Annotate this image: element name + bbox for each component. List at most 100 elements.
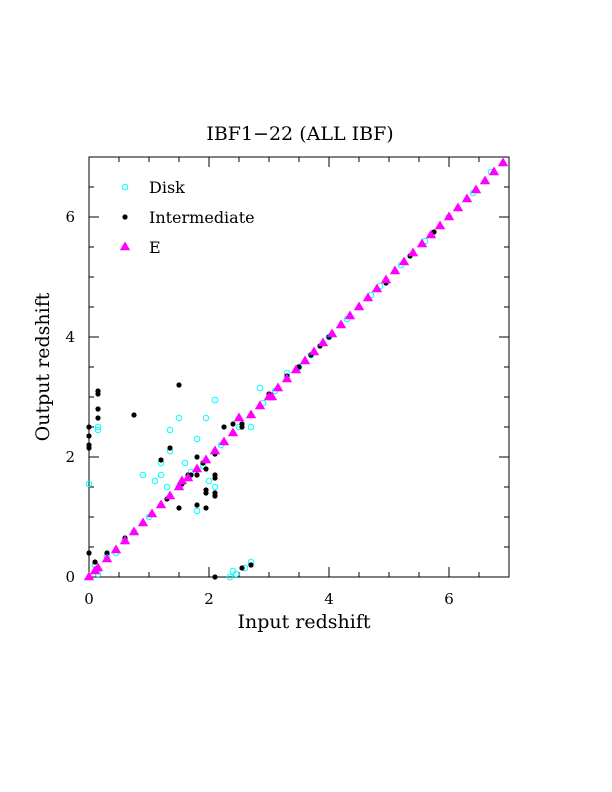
data-point [211, 483, 219, 491]
data-point [176, 475, 188, 485]
data-point [176, 505, 182, 511]
data-point [290, 364, 302, 374]
data-point [239, 565, 245, 571]
data-point [362, 292, 374, 302]
data-point [317, 337, 329, 347]
legend-marker [119, 241, 131, 251]
data-point [416, 238, 428, 248]
legend-marker [121, 183, 129, 191]
data-point [203, 505, 209, 511]
data-point [194, 454, 200, 460]
data-point [158, 457, 164, 463]
data-point [212, 574, 218, 580]
data-point [461, 193, 473, 203]
data-point [176, 382, 182, 388]
data-point [335, 319, 347, 329]
data-point [194, 502, 200, 508]
data-point [202, 414, 210, 422]
data-point [193, 435, 201, 443]
data-point [479, 175, 491, 185]
data-point [166, 426, 174, 434]
data-point [209, 445, 221, 455]
chart-title: IBF1−22 (ALL IBF) [206, 123, 393, 145]
data-point [247, 423, 255, 431]
data-point [434, 220, 446, 230]
data-point [194, 472, 200, 478]
data-point [173, 481, 185, 491]
legend: Disk Intermediate E [119, 178, 255, 257]
data-point [281, 373, 293, 383]
data-point [245, 409, 257, 419]
data-point [218, 436, 230, 446]
series-e [83, 157, 509, 581]
legend-label: Disk [149, 178, 185, 197]
data-point [110, 544, 122, 554]
data-point [167, 445, 173, 451]
data-point [95, 406, 101, 412]
data-point [212, 472, 218, 478]
data-point [95, 388, 101, 394]
data-point [470, 184, 482, 194]
data-point [226, 573, 234, 581]
data-point [137, 517, 149, 527]
data-point [119, 535, 131, 545]
y-tick-label: 2 [65, 448, 75, 466]
data-point [488, 166, 500, 176]
data-point [221, 424, 227, 430]
axis-ticks [88, 156, 510, 578]
data-point [353, 301, 365, 311]
data-point [266, 391, 278, 401]
tick-labels: 0 2 4 6 0 2 4 6 [65, 208, 453, 608]
data-point [308, 346, 320, 356]
data-point [227, 427, 239, 437]
data-point [203, 490, 209, 496]
data-point [344, 310, 356, 320]
data-point [163, 483, 171, 491]
data-point [205, 477, 213, 485]
data-point [101, 553, 113, 563]
data-point [86, 433, 92, 439]
data-point [92, 559, 98, 565]
data-point [94, 426, 102, 434]
data-point [128, 526, 140, 536]
data-point [104, 550, 110, 556]
data-point [326, 328, 338, 338]
data-point [256, 384, 264, 392]
x-tick-label: 6 [444, 590, 454, 608]
data-point [146, 508, 158, 518]
data-point [131, 412, 137, 418]
y-tick-label: 0 [65, 568, 75, 586]
data-point [86, 550, 92, 556]
y-tick-label: 4 [65, 328, 75, 346]
data-point [92, 562, 104, 572]
y-tick-label: 6 [65, 208, 75, 226]
y-axis-label: Output redshift [32, 292, 54, 441]
legend-marker [122, 214, 128, 220]
x-tick-label: 2 [204, 590, 214, 608]
data-point [232, 570, 240, 578]
data-point [389, 265, 401, 275]
data-point [181, 459, 189, 467]
data-point [452, 202, 464, 212]
x-tick-label: 0 [84, 590, 94, 608]
data-point [211, 396, 219, 404]
data-point [233, 412, 245, 422]
data-point [272, 382, 284, 392]
data-point [175, 414, 183, 422]
data-point [407, 247, 419, 257]
data-point [497, 157, 509, 167]
data-point [151, 477, 159, 485]
data-point [239, 421, 245, 427]
data-point [86, 442, 92, 448]
x-tick-label: 4 [324, 590, 334, 608]
data-point [191, 463, 203, 473]
data-point [248, 562, 254, 568]
data-point [83, 571, 95, 581]
x-axis-label: Input redshift [237, 611, 370, 633]
data-point [230, 421, 236, 427]
data-point [254, 400, 266, 410]
data-point [380, 274, 392, 284]
data-point [443, 211, 455, 221]
data-points [83, 157, 509, 581]
data-point [157, 471, 165, 479]
